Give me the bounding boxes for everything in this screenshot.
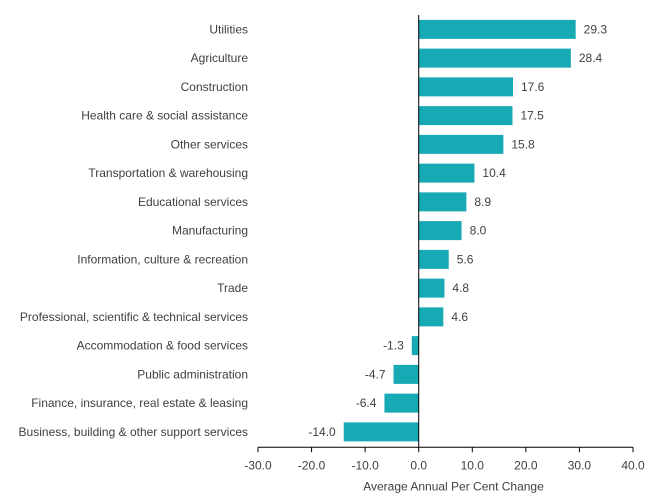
x-tick-label: 10.0 — [461, 458, 485, 472]
bars-layer — [343, 19, 576, 442]
category-label: Trade — [217, 281, 248, 295]
category-label: Finance, insurance, real estate & leasin… — [31, 396, 248, 410]
bar — [418, 192, 467, 212]
x-tick-label: 40.0 — [621, 458, 645, 472]
x-tick-label: -30.0 — [244, 458, 272, 472]
bar — [411, 336, 419, 356]
value-label: 8.0 — [470, 224, 487, 238]
category-label: Public administration — [137, 367, 248, 381]
category-label: Business, building & other support servi… — [19, 425, 248, 439]
bar — [418, 134, 504, 154]
x-tick-label: -20.0 — [298, 458, 326, 472]
bar — [384, 393, 419, 413]
x-axis-title: Average Annual Per Cent Change — [363, 479, 544, 493]
value-label: 10.4 — [482, 166, 506, 180]
bar — [418, 106, 513, 126]
value-label: 4.6 — [451, 310, 468, 324]
bar — [418, 221, 462, 241]
x-tick-label: 20.0 — [514, 458, 538, 472]
value-labels: 29.3 28.4 17.6 17.5 15.8 10.4 8.9 8.0 5.6 4.8 4.6 -… — [308, 22, 607, 439]
x-tick-label: 0.0 — [410, 458, 427, 472]
category-label: Health care & social assistance — [81, 109, 248, 123]
x-axis-ticks: -30.0 -20.0 -10.0 0.0 10.0 20.0 30.0 40.0 — [244, 447, 645, 472]
value-label: 8.9 — [474, 195, 491, 209]
category-label: Agriculture — [191, 51, 249, 65]
value-label: -14.0 — [308, 425, 336, 439]
category-label: Accommodation & food services — [77, 339, 248, 353]
bar — [418, 307, 444, 327]
value-label: -1.3 — [383, 339, 404, 353]
category-label: Professional, scientific & technical ser… — [20, 310, 248, 324]
category-label: Utilities — [209, 22, 248, 36]
category-label: Construction — [181, 80, 248, 94]
value-label: 17.6 — [521, 80, 545, 94]
category-label: Information, culture & recreation — [77, 252, 248, 266]
bar — [418, 249, 449, 269]
value-label: -6.4 — [356, 396, 377, 410]
value-label: 15.8 — [511, 137, 535, 151]
bar — [343, 422, 419, 442]
bar — [418, 77, 513, 97]
bar — [418, 19, 576, 39]
value-label: -4.7 — [365, 367, 386, 381]
bar — [418, 278, 445, 298]
bar — [418, 48, 571, 68]
x-tick-label: 30.0 — [568, 458, 592, 472]
category-label: Manufacturing — [172, 224, 248, 238]
value-label: 29.3 — [584, 22, 608, 36]
bar — [418, 163, 475, 183]
category-label: Transportation & warehousing — [88, 166, 248, 180]
value-label: 17.5 — [520, 109, 544, 123]
category-labels: Utilities Agriculture Construction Health c… — [19, 22, 249, 439]
value-label: 4.8 — [452, 281, 469, 295]
category-label: Other services — [171, 137, 248, 151]
value-label: 28.4 — [579, 51, 603, 65]
value-label: 5.6 — [457, 252, 474, 266]
bar — [393, 364, 419, 384]
x-tick-label: -10.0 — [351, 458, 379, 472]
category-label: Educational services — [138, 195, 248, 209]
